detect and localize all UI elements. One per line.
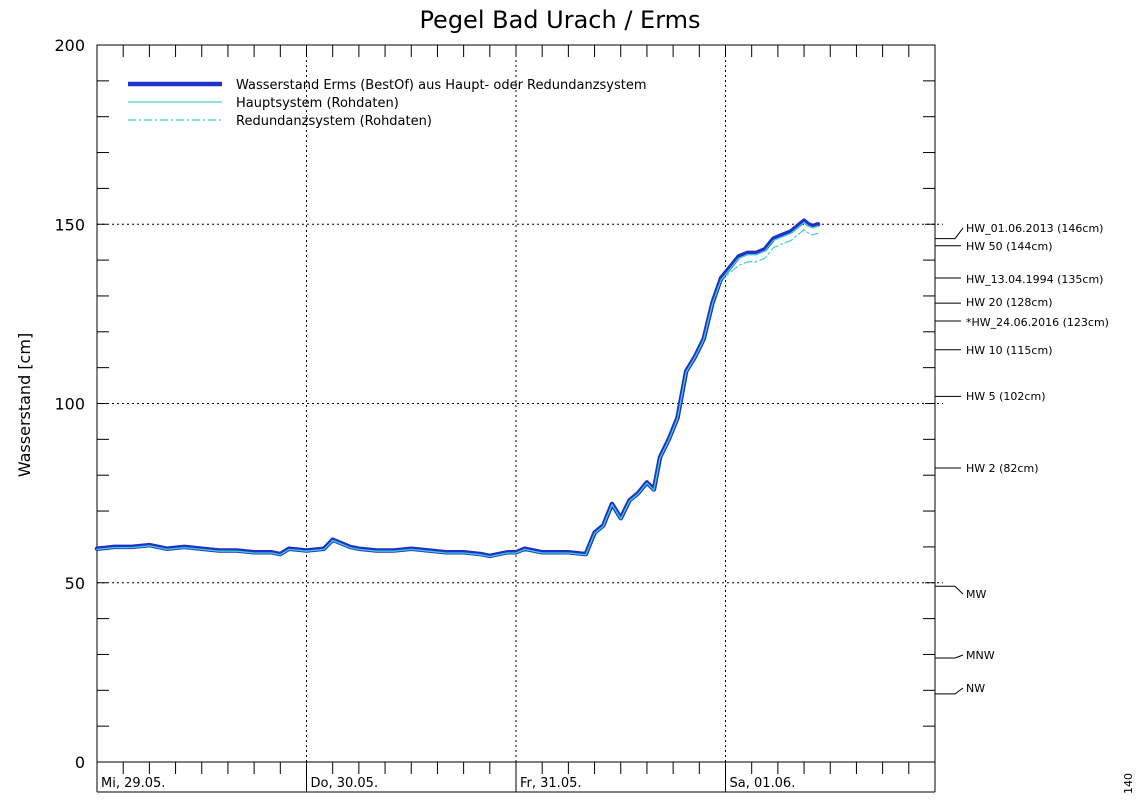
ref-label: HW 50 (144cm) bbox=[966, 240, 1052, 253]
x-tick-label: Mi, 29.05. bbox=[101, 776, 165, 791]
x-tick-label: Fr, 31.05. bbox=[520, 776, 582, 791]
ref-label: HW_13.04.1994 (135cm) bbox=[966, 273, 1103, 286]
y-tick-label: 100 bbox=[54, 395, 85, 414]
ref-tick bbox=[935, 227, 964, 240]
y-tick-label: 150 bbox=[54, 215, 85, 234]
ref-label: HW 20 (128cm) bbox=[966, 296, 1052, 309]
x-tick-label: Do, 30.05. bbox=[311, 776, 379, 791]
legend-label-3: Redundanzsystem (Rohdaten) bbox=[236, 114, 432, 129]
x-ticks: Mi, 29.05. Do, 30.05. Fr, 31.05. Sa, 01.06. bbox=[96, 45, 936, 792]
ref-label: MNW bbox=[966, 649, 995, 662]
legend-label-1: Wasserstand Erms (BestOf) aus Haupt- ode… bbox=[236, 78, 647, 93]
y-tick-label: 50 bbox=[65, 574, 85, 593]
series-line-1 bbox=[94, 218, 821, 559]
ref-tick bbox=[935, 585, 964, 595]
ref-label: HW_01.06.2013 (146cm) bbox=[966, 222, 1103, 235]
legend-label-2: Hauptsystem (Rohdaten) bbox=[236, 96, 399, 111]
y-tick-label: 200 bbox=[54, 36, 85, 55]
x-tick-label: Sa, 01.06. bbox=[730, 776, 796, 791]
ref-label: HW 2 (82cm) bbox=[966, 462, 1038, 475]
side-number: 140 bbox=[1122, 773, 1135, 794]
series-group bbox=[94, 218, 821, 559]
reference-levels: HW_01.06.2013 (146cm) HW 50 (144cm) HW_13.… bbox=[935, 222, 1109, 695]
ref-label: HW 5 (102cm) bbox=[966, 390, 1045, 403]
ref-tick bbox=[935, 687, 964, 695]
ref-tick bbox=[935, 654, 964, 659]
y-axis-label: Wasserstand [cm] bbox=[15, 333, 34, 477]
ref-label: HW 10 (115cm) bbox=[966, 344, 1052, 357]
grid bbox=[97, 45, 943, 762]
chart-title: Pegel Bad Urach / Erms bbox=[419, 6, 700, 34]
ref-label: NW bbox=[966, 682, 985, 695]
plot-frame bbox=[96, 44, 936, 793]
ref-label: *HW_24.06.2016 (123cm) bbox=[966, 316, 1109, 329]
y-tick-label: 0 bbox=[75, 753, 85, 772]
legend: Wasserstand Erms (BestOf) aus Haupt- ode… bbox=[128, 78, 647, 129]
y-ticks: 0 50 100 150 200 bbox=[54, 36, 935, 772]
ref-label: MW bbox=[966, 588, 986, 601]
series-line-3 bbox=[96, 229, 819, 558]
series-line-2 bbox=[96, 221, 819, 558]
